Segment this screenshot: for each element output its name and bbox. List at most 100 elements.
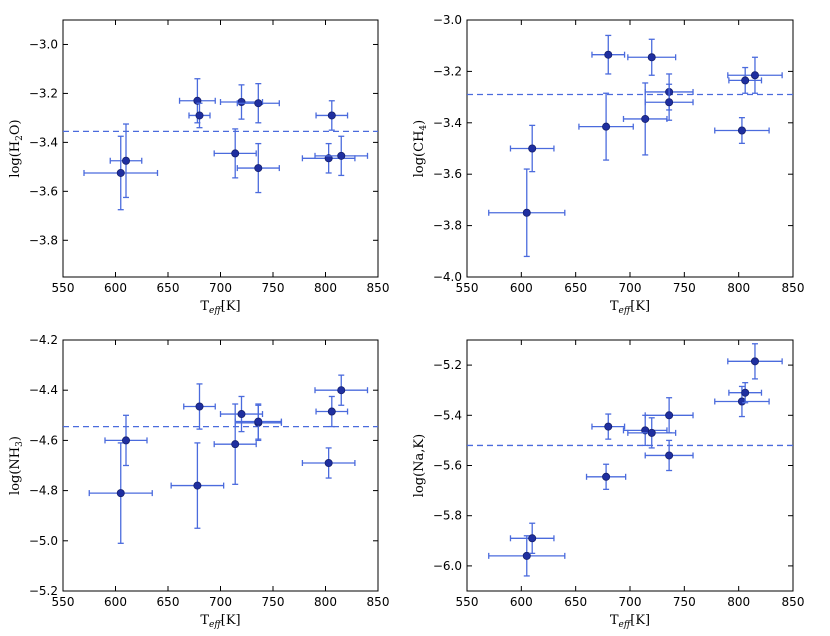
data-marker (231, 440, 240, 449)
x-tick-label: 750 (673, 595, 696, 609)
y-tick-label: −3.2 (29, 86, 58, 100)
x-tick-label: 850 (782, 281, 805, 295)
data-marker (647, 53, 656, 62)
x-tick-label: 700 (209, 281, 232, 295)
x-axis-label: Teff[K] (200, 613, 240, 630)
x-tick-label: 750 (262, 281, 285, 295)
data-marker (254, 99, 263, 108)
data-point-6 (219, 395, 264, 433)
x-tick-label: 650 (157, 281, 180, 295)
x-tick-label: 700 (619, 595, 642, 609)
data-point-9 (301, 142, 356, 174)
y-tick-label: −4.8 (29, 484, 58, 498)
data-marker (337, 151, 346, 160)
data-point-2 (104, 414, 148, 467)
y-tick-label: −4.4 (29, 383, 58, 397)
data-marker (665, 451, 674, 460)
y-tick-label: −5.6 (433, 459, 462, 473)
y-tick-label: −4.6 (29, 433, 58, 447)
x-tick-label: 600 (104, 595, 127, 609)
data-marker (122, 436, 131, 445)
chart-panel-bottom-left: 550 600 650 700 750 800 850 −5.2 −5.0 −4.8 −4.6 −4.… (8, 333, 389, 630)
data-point-4 (591, 413, 626, 440)
data-marker (641, 114, 650, 123)
y-tick-label: −3.8 (433, 219, 462, 233)
chart-panel-top-left: 550 600 650 700 750 800 850 −3.8 −3.6 −3.4 −3.2 −3.… (8, 19, 390, 316)
data-point-9 (714, 385, 770, 418)
plot-frame (62, 19, 379, 278)
data-point-11 (727, 56, 783, 94)
x-tick-label: 850 (782, 595, 805, 609)
x-tick-label: 850 (367, 281, 390, 295)
y-tick-label: −5.2 (433, 358, 462, 372)
y-tick-label: −3.2 (433, 64, 462, 78)
data-point-7 (236, 82, 280, 124)
data-marker (750, 357, 759, 366)
x-tick-label: 550 (52, 595, 75, 609)
data-point-8 (234, 403, 283, 440)
data-point-9 (714, 117, 770, 145)
data-point-3 (170, 442, 225, 529)
data-marker (522, 551, 531, 560)
x-tick-label: 550 (456, 595, 479, 609)
data-marker (324, 458, 333, 467)
data-marker (604, 50, 613, 59)
x-tick-label: 600 (510, 595, 533, 609)
data-point-3 (578, 92, 634, 161)
y-axis-label-log-nh3: log(NH3) (8, 436, 25, 495)
y-tick-label: −4.2 (29, 333, 58, 347)
data-marker (528, 534, 537, 543)
y-tick-label: −4.0 (433, 270, 462, 284)
plot-frame (466, 339, 794, 592)
data-point-11 (727, 343, 783, 380)
x-tick-label: 800 (314, 281, 337, 295)
data-marker (665, 98, 674, 107)
data-marker (193, 481, 202, 490)
x-axis-label: Teff[K] (610, 299, 650, 316)
data-point-10 (315, 100, 349, 131)
data-point-2 (509, 124, 555, 173)
data-point-1 (88, 442, 153, 544)
y-axis-label-log-ch4: log(CH4) (412, 120, 429, 177)
x-tick-label: 800 (727, 281, 750, 295)
x-tick-label: 700 (619, 281, 642, 295)
x-tick-label: 650 (157, 595, 180, 609)
x-tick-label: 800 (727, 595, 750, 609)
data-marker (337, 386, 346, 395)
x-tick-label: 750 (262, 595, 285, 609)
x-axis-label: Teff[K] (200, 299, 240, 316)
data-marker (750, 71, 759, 80)
x-tick-label: 600 (104, 281, 127, 295)
y-tick-label: −3.8 (29, 233, 58, 247)
data-point-9 (301, 447, 356, 479)
y-axis-label-log-h2o: log(H2O) (8, 119, 25, 177)
data-point-5 (622, 414, 668, 447)
data-point-2 (509, 522, 555, 554)
x-tick-label: 550 (456, 281, 479, 295)
chart-panel-top-right: 550 600 650 700 750 800 850 −4.0 −3.8 −3.6 −3.4 −3.… (412, 13, 804, 316)
data-marker (737, 126, 746, 135)
data-point-6 (627, 38, 677, 76)
y-tick-label: −3.0 (433, 13, 462, 27)
y-tick-label: −5.4 (433, 408, 462, 422)
data-marker (327, 111, 336, 120)
data-marker (602, 472, 611, 481)
data-marker (122, 156, 131, 165)
data-point-7 (644, 439, 694, 472)
data-marker (254, 417, 263, 426)
y-tick-label: −3.6 (433, 167, 462, 181)
data-marker (528, 144, 537, 153)
x-tick-label: 800 (314, 595, 337, 609)
y-tick-label: −3.4 (433, 116, 462, 130)
data-point-8 (644, 83, 694, 121)
data-marker (195, 111, 204, 120)
data-marker (237, 97, 246, 106)
x-tick-label: 650 (564, 595, 587, 609)
data-point-1 (83, 135, 159, 211)
data-point-8 (236, 142, 280, 194)
data-point-5 (213, 128, 257, 179)
x-tick-label: 750 (673, 281, 696, 295)
y-tick-label: −5.2 (29, 584, 58, 598)
data-point-4 (183, 383, 216, 430)
